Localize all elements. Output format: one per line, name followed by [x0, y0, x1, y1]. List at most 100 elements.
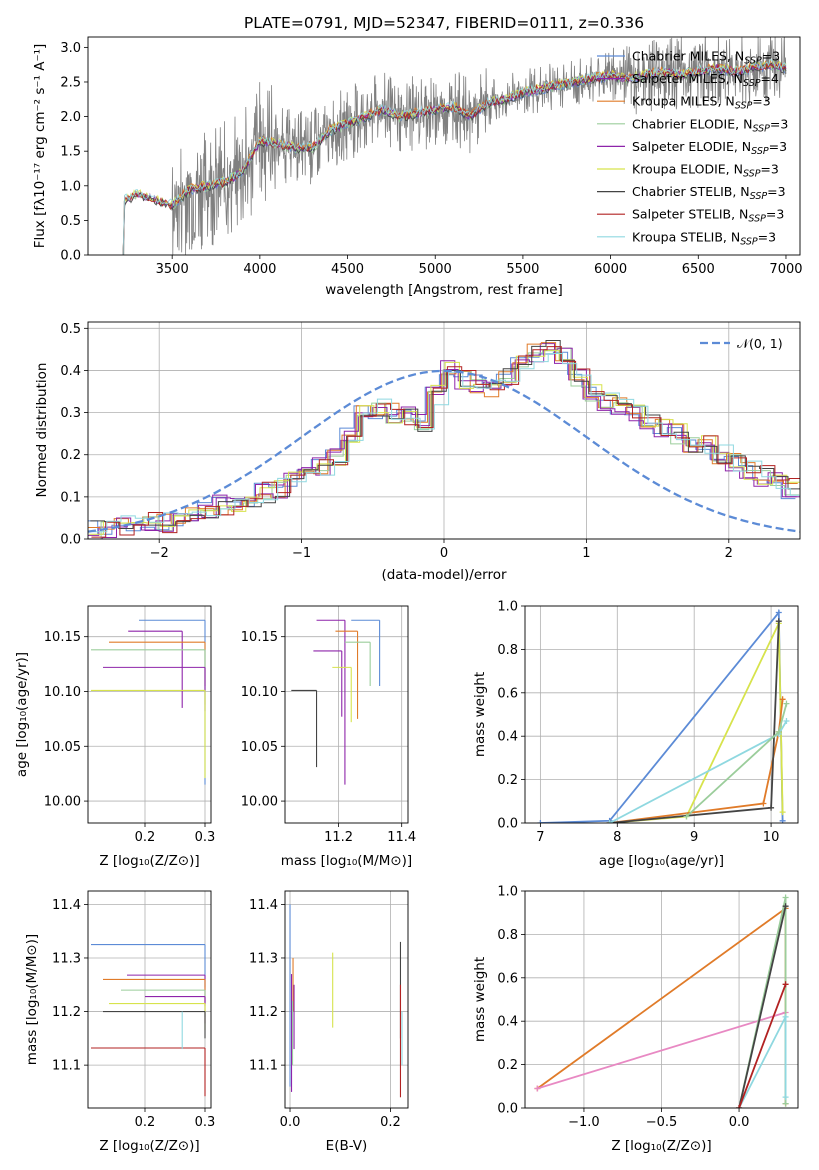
y-tick-label: 11.2 — [52, 1005, 81, 1020]
x-tick-label: 6500 — [682, 262, 715, 277]
y-tick-label: 1.0 — [60, 179, 81, 194]
y-tick-label: 3.0 — [60, 41, 81, 56]
weight-line — [738, 983, 787, 1108]
y-tick-label: 1.5 — [60, 145, 81, 160]
weight-marker — [775, 728, 782, 735]
error-bars — [289, 904, 403, 1098]
weight-line — [609, 699, 784, 823]
axes-frame — [87, 321, 801, 540]
x-tick-label: 5500 — [506, 262, 539, 277]
weight-line — [738, 1016, 787, 1108]
axes-frame — [284, 890, 409, 1109]
x-axis-label: (data-model)/error — [381, 567, 507, 583]
spectrum-panel: 3500 4000 4500 5000 5500 6000 6500 7000 0.0 0.5 1.… — [32, 14, 803, 298]
weight-line — [540, 610, 784, 823]
y-axis-label: Normed distribution — [34, 363, 50, 498]
weight-marker — [779, 809, 786, 816]
y-tick-label: 0.6 — [497, 686, 518, 701]
y-tick-label: 11.1 — [249, 1059, 278, 1074]
x-tick-label: 9 — [690, 830, 698, 845]
residuals-panel: −2 −1 0 1 2 0.0 0.1 0.2 0.3 0.4 0.5 𝒩(0, 1) (data-mo… — [34, 321, 801, 583]
weight-marker — [768, 804, 775, 811]
weight-marker — [782, 1013, 789, 1020]
weight-lines — [534, 894, 789, 1108]
y-tick-label: 11.3 — [249, 951, 278, 966]
weight-line — [738, 905, 787, 1108]
x-tick-label: 1 — [582, 546, 590, 561]
histogram-4 — [88, 347, 799, 539]
weight-marker — [782, 1100, 789, 1107]
x-axis-label: E(B-V) — [326, 1138, 368, 1154]
y-tick-label: 0.4 — [60, 364, 81, 379]
x-tick-label: 4500 — [331, 262, 364, 277]
x-tick-label: −1.0 — [568, 1115, 600, 1130]
chart-title: PLATE=0791, MJD=52347, FIBERID=0111, z=0… — [244, 14, 644, 32]
axes-frame — [524, 605, 799, 824]
axes-frame — [284, 605, 409, 824]
legend-entry: Salpeter MILES, NSSP=4 — [632, 71, 779, 89]
weight-marker — [779, 696, 786, 703]
weight-marker — [782, 1094, 789, 1101]
weight-marker — [782, 894, 789, 901]
y-tick-label: 0.3 — [60, 406, 81, 421]
legend-entry: Salpeter STELIB, NSSP=3 — [632, 207, 784, 225]
x-tick-label: 11.2 — [324, 830, 353, 845]
histogram-8 — [91, 346, 800, 538]
weight-lines — [537, 609, 790, 823]
y-tick-label: 0.0 — [497, 1102, 518, 1117]
y-tick-label: 0.2 — [497, 773, 518, 788]
x-tick-label: 6000 — [594, 262, 627, 277]
x-tick-label: 0 — [440, 546, 448, 561]
y-tick-label: 0.6 — [497, 971, 518, 986]
age-vs-mass-panel: 11.2 11.4 10.00 10.05 10.10 10.15 mass [log₁₀(… — [241, 605, 416, 869]
histogram-6 — [89, 349, 800, 535]
legend-entry: Kroupa MILES, NSSP=3 — [632, 94, 771, 112]
histogram-1 — [88, 351, 796, 535]
x-tick-label: −0.5 — [646, 1115, 678, 1130]
x-tick-label: 5000 — [419, 262, 452, 277]
y-tick-label: 0.8 — [497, 928, 518, 943]
y-axis-label: Flux [fλ10⁻¹⁷ erg cm⁻² s⁻¹ A⁻¹] — [32, 44, 48, 249]
y-tick-label: 1.0 — [497, 600, 518, 615]
model-line-6 — [122, 60, 787, 255]
x-tick-label: 7 — [536, 830, 544, 845]
weight-marker — [606, 820, 613, 823]
x-tick-label: 3500 — [156, 262, 189, 277]
weight-marker — [537, 820, 544, 823]
y-tick-label: 10.10 — [241, 685, 278, 700]
error-bars — [91, 944, 206, 1097]
error-bars — [291, 619, 381, 785]
legend-entry: Salpeter ELODIE, NSSP=3 — [632, 139, 787, 157]
y-axis-label: age [log₁₀(age/yr)] — [14, 652, 30, 777]
y-tick-label: 11.4 — [52, 898, 81, 913]
weight-marker — [736, 1105, 743, 1108]
y-tick-label: 0.4 — [497, 730, 518, 745]
x-tick-label: 0.2 — [135, 830, 156, 845]
x-tick-label: −2 — [150, 546, 169, 561]
mass-vs-ebv-panel: 0.0 0.2 11.1 11.2 11.3 11.4 E(B-V) — [249, 890, 409, 1154]
weight-marker — [760, 800, 767, 807]
error-bars — [91, 619, 206, 785]
legend-entry: 𝒩(0, 1) — [737, 336, 783, 351]
model-line-8 — [122, 61, 787, 255]
y-axis-label: mass [log₁₀(M/M⊙)] — [24, 934, 40, 1065]
x-tick-label: 0.2 — [135, 1115, 156, 1130]
y-axis-label: mass weight — [472, 957, 488, 1042]
mass-weight-vs-age-panel: 7 8 9 10 0.0 0.2 0.4 0.6 0.8 1.0 age [log₁₀(age/yr… — [472, 600, 799, 869]
mass-weight-vs-z-panel: −1.0 −0.5 0.0 0.0 0.2 0.4 0.6 0.8 1.0 Z [log₁₀(Z/… — [472, 885, 799, 1154]
histogram-9 — [92, 353, 800, 533]
y-tick-label: 10.15 — [44, 630, 81, 645]
y-tick-label: 0.2 — [60, 448, 81, 463]
y-tick-label: 11.4 — [249, 898, 278, 913]
y-tick-label: 11.2 — [249, 1005, 278, 1020]
y-tick-label: 0.0 — [60, 533, 81, 548]
y-tick-label: 0.1 — [60, 490, 81, 505]
y-tick-label: 10.05 — [44, 740, 81, 755]
weight-marker — [783, 718, 790, 725]
x-axis-label: mass [log₁₀(M/M⊙)] — [281, 853, 412, 869]
y-tick-label: 10.15 — [241, 630, 278, 645]
x-tick-label: 7000 — [769, 262, 802, 277]
x-tick-label: 8 — [613, 830, 621, 845]
axes-frame — [87, 605, 212, 824]
x-axis-label: age [log₁₀(age/yr)] — [599, 853, 724, 869]
